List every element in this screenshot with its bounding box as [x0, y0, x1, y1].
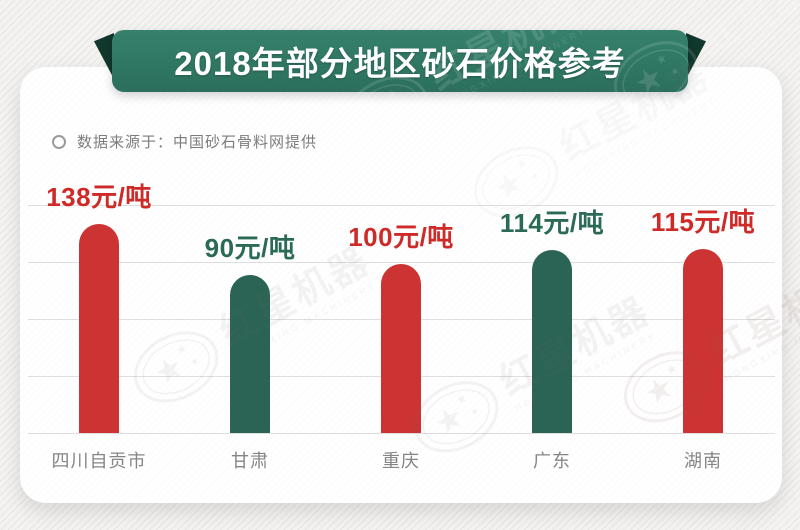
bar-湖南	[683, 249, 723, 433]
title-ribbon: 2018年部分地区砂石价格参考	[112, 30, 688, 92]
value-label: 100元/吨	[348, 222, 454, 252]
gridline	[28, 433, 775, 434]
gridline	[28, 262, 775, 263]
circle-bullet-icon	[52, 134, 66, 149]
value-label: 138元/吨	[46, 182, 152, 212]
bar-四川自贡市	[79, 224, 119, 433]
source-label: 数据来源于：中国砂石骨料网提供	[77, 134, 318, 151]
value-label: 114元/吨	[499, 208, 605, 238]
category-label: 四川自贡市	[51, 451, 147, 471]
value-label: 115元/吨	[650, 207, 756, 237]
category-label: 广东	[533, 451, 571, 471]
bar-广东	[532, 250, 572, 433]
value-label: 90元/吨	[204, 233, 296, 263]
category-label: 甘肃	[231, 451, 269, 471]
bar-重庆	[381, 264, 421, 433]
gridline	[28, 205, 775, 206]
category-label: 重庆	[382, 451, 420, 471]
category-label: 湖南	[684, 451, 722, 471]
bar-甘肃	[230, 275, 270, 433]
source-row: 数据来源于：中国砂石骨料网提供	[52, 131, 317, 152]
chart-title: 2018年部分地区砂石价格参考	[174, 45, 626, 82]
